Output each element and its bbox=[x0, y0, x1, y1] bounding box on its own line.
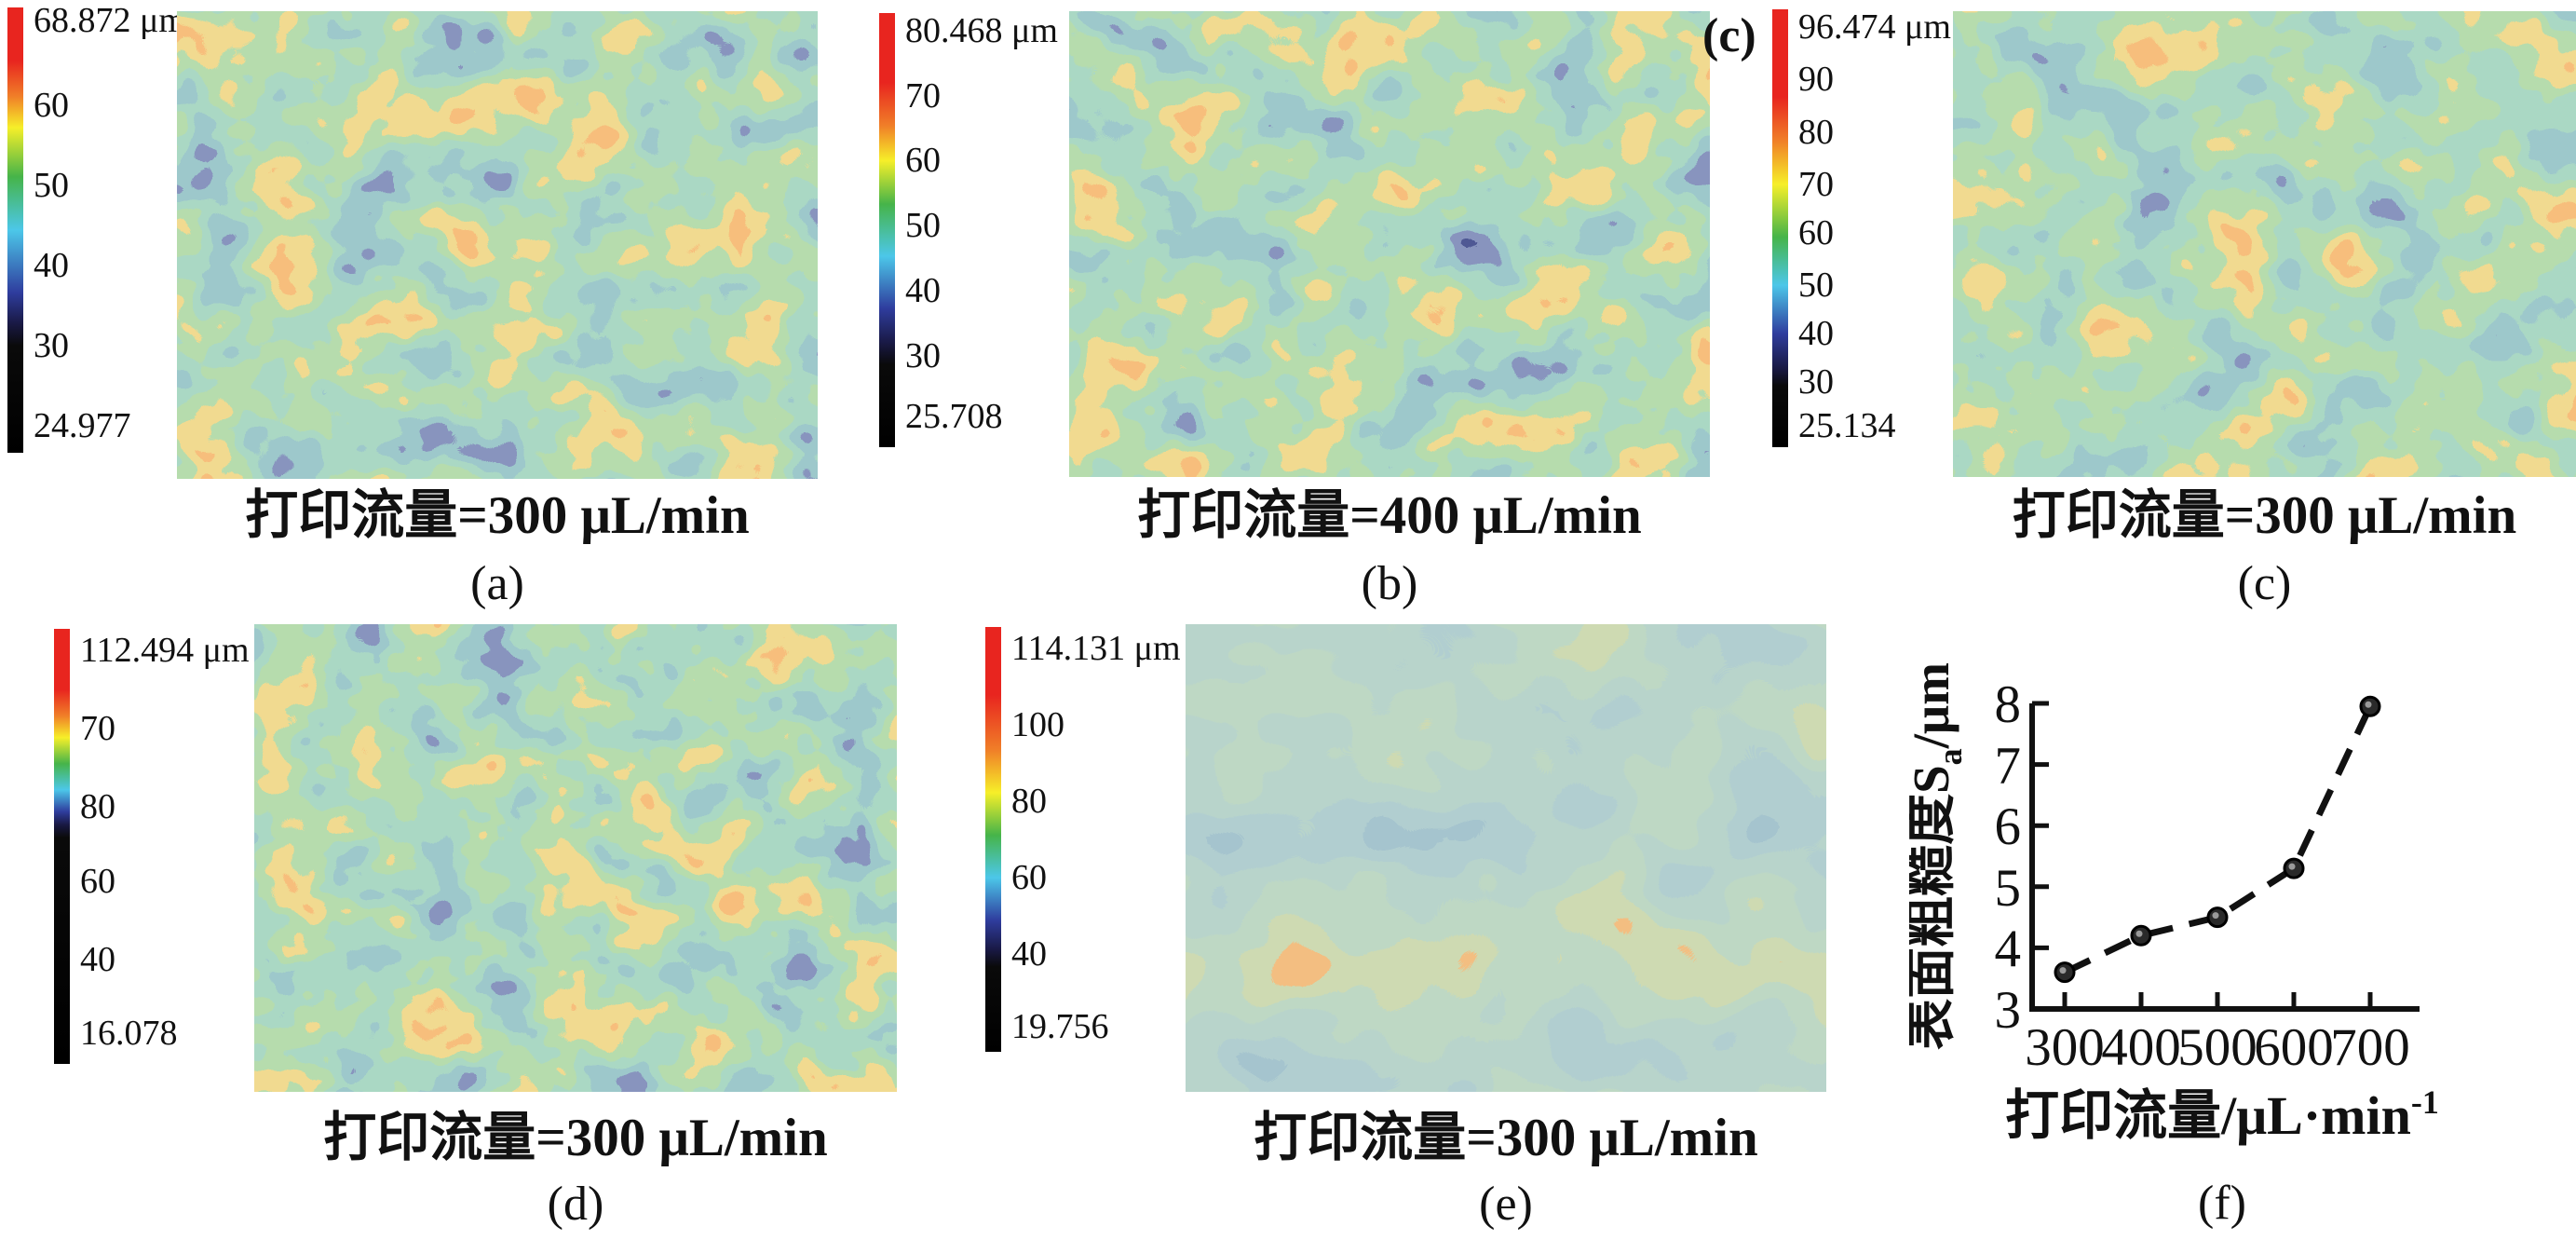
svg-text:4: 4 bbox=[1995, 920, 2022, 978]
svg-text:7: 7 bbox=[1995, 737, 2022, 796]
colorbar-tick-label: 50 bbox=[34, 166, 69, 206]
colorbar-tick-label: 70 bbox=[1798, 165, 1834, 204]
colorbar-tick-label: 112.494 μm bbox=[80, 631, 250, 671]
svg-text:300: 300 bbox=[2025, 1018, 2105, 1077]
colorbar-tick-label: 80 bbox=[1011, 781, 1047, 821]
colorbar-tick-label: 40 bbox=[80, 939, 115, 979]
colorbar-tick-label: 19.756 bbox=[1011, 1006, 1109, 1046]
colorbar-tick-label: 25.134 bbox=[1798, 405, 1896, 445]
colorbar-tick-label: 40 bbox=[1798, 313, 1834, 353]
surface-map-d bbox=[254, 624, 897, 1092]
letter-b: (b) bbox=[1361, 557, 1418, 610]
svg-text:打印流量/μL·min-1: 打印流量/μL·min-1 bbox=[2005, 1083, 2439, 1146]
colorbar-tick-label: 30 bbox=[905, 336, 941, 376]
surface-map-c bbox=[1953, 11, 2576, 477]
colorbar-tick-label: 60 bbox=[1011, 858, 1047, 898]
svg-text:700: 700 bbox=[2330, 1018, 2410, 1077]
svg-text:400: 400 bbox=[2101, 1018, 2181, 1077]
colorbar-b bbox=[879, 13, 895, 447]
colorbar-d bbox=[54, 629, 70, 1064]
panel-f-roughness-chart: 3 4 5 6 7 8 300 400 500 600 700 打印流量/μL·min-1 表面粗糙度S… bbox=[1909, 615, 2576, 1240]
svg-text:(f): (f) bbox=[2198, 1177, 2246, 1230]
svg-text:3: 3 bbox=[1995, 981, 2022, 1040]
colorbar-tick-label: 70 bbox=[905, 75, 941, 116]
colorbar-tick-label: 40 bbox=[34, 246, 69, 286]
colorbar-tick-label: 80 bbox=[80, 787, 115, 827]
colorbar-tick-label: 114.131 μm bbox=[1011, 628, 1181, 668]
colorbar-tick-label: 60 bbox=[34, 86, 69, 126]
colorbar-tick-label: 50 bbox=[905, 206, 941, 246]
corner-letter-c: (c) bbox=[1702, 9, 1756, 62]
caption-e: 打印流量=300 μL/min bbox=[1254, 1109, 1758, 1167]
colorbar-tick-label: 100 bbox=[1011, 704, 1064, 744]
letter-c: (c) bbox=[2237, 557, 2292, 610]
colorbar-c bbox=[1772, 9, 1788, 447]
colorbar-e bbox=[985, 627, 1001, 1052]
panel-e: 114.131 μm 100 80 60 40 19.756 打印流量=300 μL/mi… bbox=[969, 615, 1863, 1240]
panel-d: 112.494 μm 70 80 60 40 16.078 打印流量=300 μL/min… bbox=[0, 615, 931, 1240]
caption-d: 打印流量=300 μL/min bbox=[323, 1109, 828, 1167]
colorbar-tick-label: 30 bbox=[1798, 361, 1834, 402]
panel-a: 68.872 μm 60 50 40 30 24.977 打印流量=300 μL/min … bbox=[0, 0, 875, 620]
letter-e: (e) bbox=[1479, 1178, 1533, 1231]
colorbar-a bbox=[7, 7, 23, 453]
colorbar-tick-label: 25.708 bbox=[905, 397, 1003, 437]
letter-a: (a) bbox=[470, 557, 524, 610]
caption-a: 打印流量=300 μL/min bbox=[245, 486, 750, 545]
svg-text:5: 5 bbox=[1995, 859, 2022, 918]
panel-c: (c) 96.474 μm 90 80 70 60 50 40 30 25.134 打印流量=3… bbox=[1695, 0, 2576, 620]
colorbar-tick-label: 70 bbox=[80, 709, 115, 749]
colorbar-tick-label: 90 bbox=[1798, 60, 1834, 100]
colorbar-tick-label: 40 bbox=[905, 271, 941, 311]
caption-b: 打印流量=400 μL/min bbox=[1137, 486, 1642, 545]
svg-text:8: 8 bbox=[1995, 675, 2022, 734]
colorbar-tick-label: 40 bbox=[1011, 934, 1047, 974]
surface-map-e bbox=[1186, 624, 1826, 1092]
colorbar-tick-label: 60 bbox=[905, 141, 941, 181]
svg-text:6: 6 bbox=[1995, 797, 2022, 856]
colorbar-tick-label: 96.474 μm bbox=[1798, 7, 1951, 47]
svg-text:表面粗糙度Sa/μm: 表面粗糙度Sa/μm bbox=[1909, 662, 1969, 1050]
colorbar-tick-label: 30 bbox=[34, 326, 69, 366]
svg-text:600: 600 bbox=[2254, 1018, 2334, 1077]
colorbar-tick-label: 80 bbox=[1798, 112, 1834, 152]
surface-map-a bbox=[177, 11, 818, 479]
colorbar-tick-label: 60 bbox=[1798, 212, 1834, 252]
colorbar-tick-label: 68.872 μm bbox=[34, 1, 186, 41]
svg-text:500: 500 bbox=[2177, 1018, 2257, 1077]
caption-c: 打印流量=300 μL/min bbox=[2012, 486, 2517, 545]
panel-b: 80.468 μm 70 60 50 40 30 25.708 打印流量=400 μL/mi… bbox=[875, 0, 1710, 620]
colorbar-tick-label: 50 bbox=[1798, 266, 1834, 306]
colorbar-tick-label: 24.977 bbox=[34, 406, 131, 446]
colorbar-tick-label: 60 bbox=[80, 861, 115, 901]
surface-map-b bbox=[1069, 11, 1710, 477]
letter-d: (d) bbox=[547, 1178, 604, 1231]
colorbar-tick-label: 80.468 μm bbox=[905, 10, 1058, 50]
colorbar-tick-label: 16.078 bbox=[80, 1014, 178, 1054]
